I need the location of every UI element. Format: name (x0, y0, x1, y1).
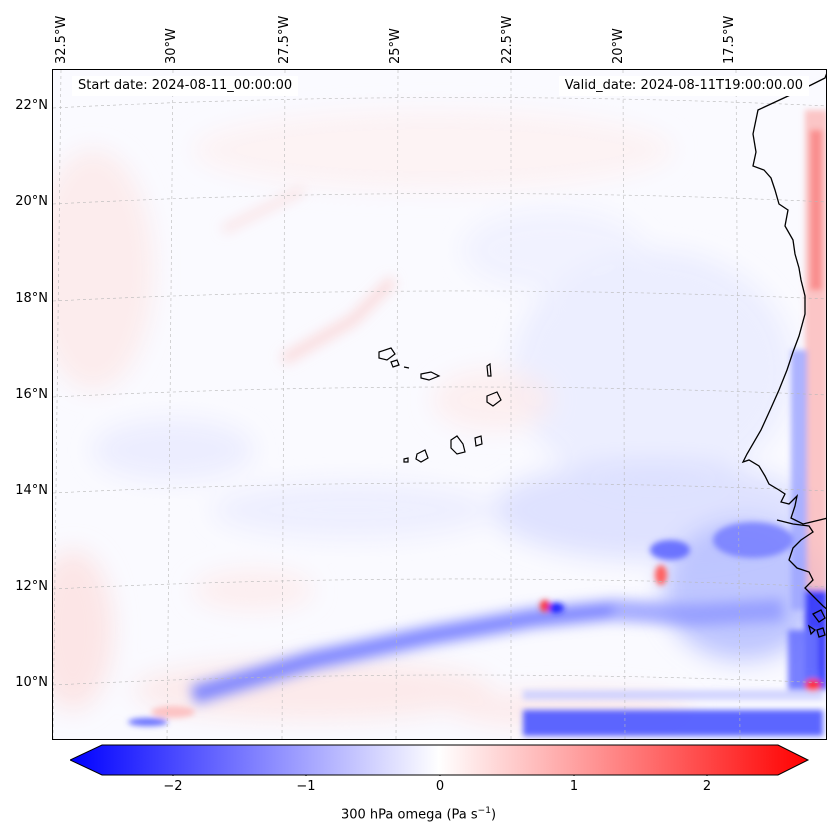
colorbar-gradient (70, 744, 810, 776)
lat-tick-label: 20°N (15, 194, 48, 209)
lat-tick-label: 12°N (15, 579, 48, 594)
coastal-features (128, 110, 826, 736)
colorbar-tick-label: −2 (163, 779, 183, 794)
graticule (53, 70, 826, 739)
colorbar-tick-label: 2 (702, 779, 712, 794)
colorbar-tick-label: −1 (296, 779, 316, 794)
lon-tick-label: 25°W (388, 28, 403, 64)
colorbar-ticks (172, 775, 708, 776)
lat-tick-label: 22°N (15, 98, 48, 113)
colorbar-tick-label: 1 (569, 779, 579, 794)
colorbar-tick-label: 0 (435, 779, 445, 794)
lat-tick-label: 18°N (15, 291, 48, 306)
lat-tick-label: 14°N (15, 483, 48, 498)
lon-tick-label: 20°W (611, 28, 626, 64)
lon-tick-label: 27.5°W (277, 15, 292, 64)
colorbar-label: 300 hPa omega (Pa s−1) (340, 806, 497, 823)
lon-tick-label: 30°W (164, 28, 179, 64)
lat-tick-label: 10°N (15, 675, 48, 690)
colorbar (70, 744, 810, 776)
lon-tick-label: 17.5°W (722, 15, 737, 64)
coastline (741, 73, 826, 638)
blue-band (189, 186, 784, 706)
valid-date-label: Valid_date: 2024-08-11T19:00:00.00 (558, 76, 809, 96)
cabo-verde-islands (378, 347, 502, 463)
lat-tick-label: 16°N (15, 387, 48, 402)
omega-field-map (53, 70, 826, 739)
lon-tick-label: 22.5°W (500, 15, 515, 64)
lon-tick-label: 32.5°W (54, 15, 69, 64)
start-date-label: Start date: 2024-08-11_00:00:00 (72, 76, 299, 96)
map-panel[interactable] (52, 69, 827, 740)
